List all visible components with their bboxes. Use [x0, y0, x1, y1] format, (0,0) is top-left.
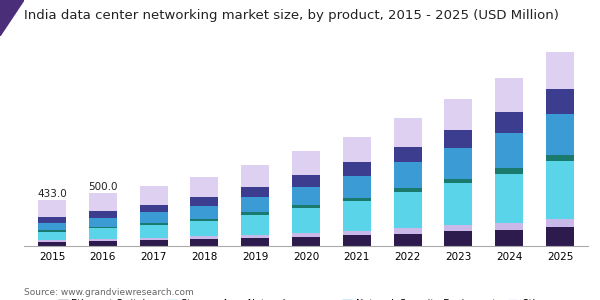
- Bar: [495, 223, 523, 230]
- Bar: [445, 231, 472, 246]
- Bar: [343, 231, 371, 236]
- Bar: [445, 99, 472, 130]
- Bar: [190, 221, 218, 236]
- Bar: [495, 230, 523, 246]
- Bar: [38, 223, 66, 230]
- Bar: [292, 175, 320, 187]
- Bar: [241, 212, 269, 215]
- Text: 500.0: 500.0: [88, 182, 118, 191]
- Bar: [292, 233, 320, 237]
- Text: 433.0: 433.0: [37, 189, 67, 199]
- Bar: [546, 155, 574, 161]
- Bar: [343, 162, 371, 176]
- Text: India data center networking market size, by product, 2015 - 2025 (USD Million): India data center networking market size…: [24, 9, 559, 22]
- Bar: [292, 205, 320, 208]
- Bar: [495, 174, 523, 223]
- Bar: [140, 223, 167, 225]
- Bar: [89, 228, 117, 239]
- Bar: [190, 206, 218, 219]
- Bar: [89, 211, 117, 217]
- Bar: [241, 215, 269, 235]
- Bar: [38, 232, 66, 240]
- Bar: [343, 201, 371, 231]
- Bar: [343, 197, 371, 201]
- Bar: [292, 151, 320, 175]
- Bar: [292, 237, 320, 246]
- Bar: [394, 147, 422, 162]
- Bar: [546, 161, 574, 219]
- Text: Source: www.grandviewresearch.com: Source: www.grandviewresearch.com: [24, 288, 194, 297]
- Bar: [445, 225, 472, 231]
- Bar: [241, 235, 269, 238]
- Bar: [546, 89, 574, 114]
- Bar: [546, 219, 574, 227]
- Bar: [343, 176, 371, 197]
- Bar: [495, 168, 523, 174]
- Bar: [343, 136, 371, 162]
- Bar: [190, 177, 218, 197]
- Bar: [190, 197, 218, 206]
- Bar: [445, 183, 472, 225]
- Bar: [89, 193, 117, 211]
- Legend: Ethernet Switches, Router, Storage Area Network, Application Delivery Controller: Ethernet Switches, Router, Storage Area …: [54, 295, 558, 300]
- Bar: [190, 219, 218, 221]
- Bar: [394, 162, 422, 188]
- Bar: [394, 118, 422, 147]
- Bar: [89, 239, 117, 241]
- Bar: [38, 240, 66, 242]
- Bar: [445, 178, 472, 183]
- Polygon shape: [0, 0, 24, 36]
- Bar: [140, 212, 167, 223]
- Bar: [343, 236, 371, 246]
- Bar: [495, 133, 523, 168]
- Bar: [38, 217, 66, 223]
- Bar: [292, 208, 320, 233]
- Bar: [241, 165, 269, 187]
- Bar: [89, 227, 117, 228]
- Bar: [394, 228, 422, 233]
- Bar: [38, 230, 66, 232]
- Bar: [495, 112, 523, 133]
- Bar: [89, 241, 117, 246]
- Bar: [546, 52, 574, 89]
- Bar: [190, 239, 218, 246]
- Bar: [241, 197, 269, 212]
- Bar: [546, 227, 574, 246]
- Bar: [241, 187, 269, 197]
- Bar: [140, 240, 167, 246]
- Bar: [394, 233, 422, 246]
- Bar: [292, 187, 320, 205]
- Bar: [445, 148, 472, 178]
- Bar: [241, 238, 269, 246]
- Bar: [140, 225, 167, 238]
- Bar: [394, 192, 422, 228]
- Bar: [495, 78, 523, 112]
- Bar: [140, 238, 167, 240]
- Bar: [140, 186, 167, 205]
- Bar: [38, 242, 66, 246]
- Bar: [546, 114, 574, 155]
- Bar: [445, 130, 472, 148]
- Bar: [89, 218, 117, 227]
- Bar: [140, 205, 167, 212]
- Bar: [190, 236, 218, 239]
- Bar: [394, 188, 422, 192]
- Bar: [38, 200, 66, 217]
